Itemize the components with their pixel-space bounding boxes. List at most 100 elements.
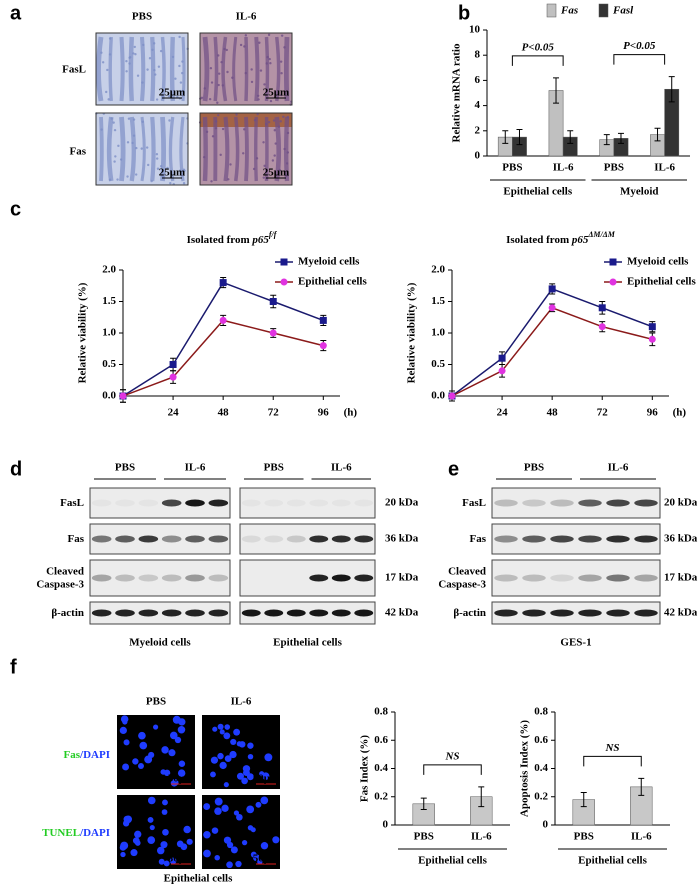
nucleus — [137, 763, 144, 769]
nucleus — [250, 851, 257, 858]
band — [634, 535, 658, 543]
cell — [269, 99, 273, 103]
cell — [157, 65, 161, 68]
cell — [242, 152, 245, 155]
cell — [155, 152, 159, 156]
blot-strip — [89, 523, 231, 555]
band — [354, 574, 374, 582]
gland — [275, 36, 281, 102]
nucleus — [134, 840, 141, 846]
row-label-line: FasL — [60, 497, 84, 509]
cell — [253, 119, 257, 122]
nucleus — [247, 742, 254, 749]
cell — [128, 56, 131, 59]
row-label-line: Caspase-3 — [438, 578, 486, 590]
cell — [210, 180, 213, 183]
cell — [182, 168, 186, 171]
title-genotype: f/f — [269, 230, 278, 239]
y-tick-label: 1.0 — [102, 327, 116, 339]
marker — [269, 329, 277, 337]
size-label: 20 kDa — [385, 497, 419, 509]
cell — [214, 127, 218, 130]
size-label: 42 kDa — [664, 607, 698, 619]
error-bar — [580, 792, 587, 808]
band — [309, 500, 328, 507]
row-label-line: β-actin — [453, 607, 486, 619]
nucleus — [169, 857, 177, 865]
legend-marker — [609, 278, 617, 286]
panel-letter: b — [458, 2, 470, 24]
x-tick-label: 72 — [268, 407, 280, 419]
cell — [252, 167, 256, 171]
nucleus — [178, 760, 186, 768]
cell — [174, 77, 177, 80]
cell — [274, 142, 277, 145]
cell — [217, 113, 220, 117]
row-label-line: Caspase-3 — [36, 578, 84, 590]
band — [138, 535, 159, 543]
band — [354, 609, 374, 617]
nucleus — [250, 827, 256, 833]
size-label: 36 kDa — [385, 533, 419, 545]
band — [606, 574, 630, 582]
nucleus — [255, 801, 262, 808]
significance-bracket — [583, 755, 642, 767]
series-line — [122, 281, 324, 397]
nucleus — [139, 741, 148, 750]
chart-title: Isolated from p65f/f — [187, 230, 278, 246]
band — [91, 535, 112, 543]
cell — [142, 43, 145, 47]
column-label: PBS — [264, 462, 284, 474]
nucleus — [183, 825, 191, 834]
nucleus — [230, 846, 238, 854]
marker — [448, 392, 456, 400]
nucleus — [241, 839, 248, 846]
band — [309, 609, 329, 617]
cell — [220, 60, 223, 64]
gland — [283, 36, 290, 102]
cell — [267, 33, 271, 37]
micrograph — [199, 32, 293, 106]
gland — [181, 36, 186, 102]
cell — [141, 81, 144, 84]
column-label: PBS — [524, 462, 544, 474]
cell — [112, 121, 115, 124]
cell — [108, 53, 112, 56]
nucleus — [264, 753, 273, 762]
nucleus — [163, 860, 170, 867]
band — [522, 535, 546, 543]
cell — [128, 62, 131, 65]
cell — [113, 160, 116, 163]
cell — [179, 81, 183, 84]
x-tick-label: PBS — [414, 831, 434, 843]
y-tick-label: 2 — [475, 124, 481, 136]
y-axis-label: Fas Index (%) — [359, 735, 371, 803]
title-text: Isolated from — [506, 234, 572, 246]
cell — [106, 68, 109, 72]
x-tick-label: IL-6 — [471, 831, 492, 843]
cell — [216, 101, 219, 104]
blot-strip — [491, 601, 661, 625]
band — [522, 574, 546, 582]
nucleus — [148, 751, 155, 759]
nucleus — [242, 765, 251, 773]
band — [287, 500, 306, 507]
blot-strip — [89, 601, 231, 625]
blot-strip — [239, 559, 376, 597]
cell — [107, 98, 110, 101]
legend-marker — [280, 258, 288, 266]
x-tick-label: 48 — [218, 407, 230, 419]
band — [578, 609, 602, 617]
cell — [267, 121, 271, 124]
band — [634, 499, 658, 507]
x-tick-label: 96 — [318, 407, 330, 419]
significance-label: NS — [444, 750, 459, 762]
cell — [147, 163, 150, 167]
band — [264, 609, 284, 617]
cell — [179, 169, 182, 172]
blot-group-label: Epithelial cells — [273, 637, 342, 649]
x-tick-label: IL-6 — [654, 162, 675, 174]
band — [550, 499, 574, 507]
nucleus — [149, 824, 155, 831]
cell — [279, 120, 282, 123]
